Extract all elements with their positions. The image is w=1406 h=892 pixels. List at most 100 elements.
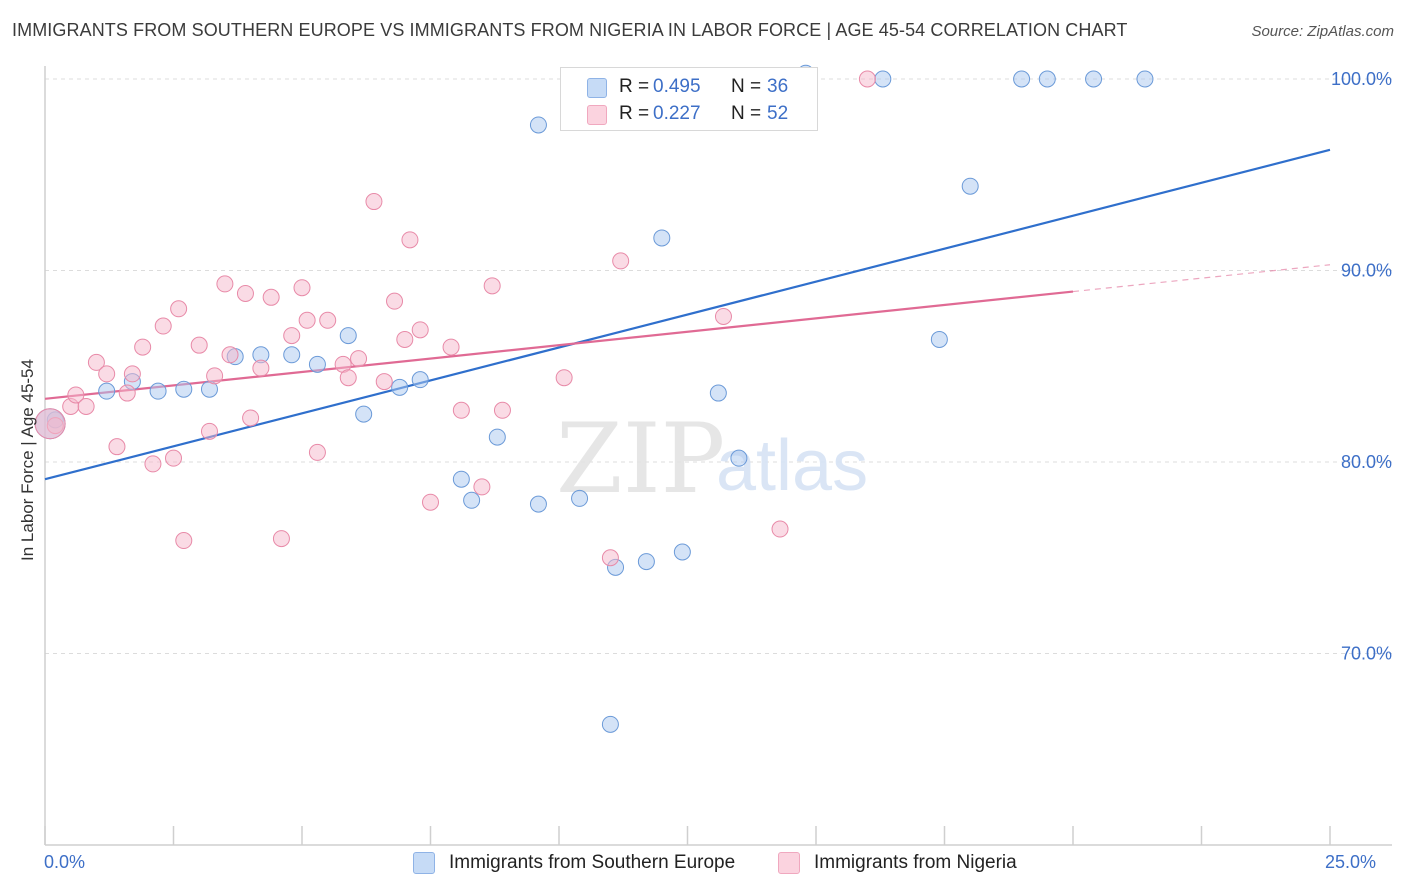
point-nigeria [858,70,876,88]
point-nigeria [298,311,316,329]
trend-line-southern-europe [44,148,1331,481]
y-tick-label: 80.0% [1341,452,1392,472]
grid-lines [45,78,1392,654]
point-southern-europe [488,428,506,446]
point-southern-europe [1085,70,1103,88]
x-tick-label-min: 0.0% [44,852,86,872]
watermark: ZIP atlas [556,403,868,515]
point-nigeria [98,365,116,383]
point-southern-europe [637,553,655,571]
point-nigeria [442,338,460,356]
point-nigeria [293,279,311,297]
y-tick-label: 90.0% [1341,261,1392,281]
point-nigeria [118,384,136,402]
y-tick-labels: 70.0% 80.0% 90.0% 100.0% [1331,69,1392,664]
point-nigeria [452,401,470,419]
data-points [34,64,1154,733]
point-nigeria [252,359,270,377]
y-axis-label: In Labor Force | Age 45-54 [18,359,37,561]
point-southern-europe [411,371,429,389]
legend-swatch-nigeria [778,852,800,874]
point-southern-europe [355,405,373,423]
point-southern-europe [874,70,892,88]
point-southern-europe [529,116,547,134]
legend-swatch-nigeria [587,105,607,125]
point-nigeria [67,386,85,404]
point-southern-europe [529,495,547,513]
point-southern-europe [149,382,167,400]
point-southern-europe [98,382,116,400]
point-nigeria [154,317,172,335]
r-label: R = [619,76,650,97]
point-nigeria [339,369,357,387]
point-nigeria [272,530,290,548]
point-southern-europe [571,489,589,507]
point-nigeria [386,292,404,310]
r-value: 0.495 [653,76,701,97]
n-value: 36 [767,76,789,97]
point-nigeria [216,275,234,293]
point-nigeria [601,549,619,567]
legend-item-southern-europe[interactable]: Immigrants from Southern Europe [413,852,735,874]
n-value: 52 [767,103,789,124]
point-southern-europe [709,384,727,402]
legend-swatch-southern-europe [587,78,607,98]
point-nigeria [87,353,105,371]
r-label: R = [619,103,650,124]
legend-label-nigeria: Immigrants from Nigeria [814,852,1017,873]
legend-item-nigeria[interactable]: Immigrants from Nigeria [778,852,1017,874]
point-nigeria [123,365,141,383]
y-tick-label: 70.0% [1341,644,1392,664]
point-nigeria [350,350,368,368]
point-nigeria [555,369,573,387]
point-southern-europe [452,470,470,488]
point-nigeria [221,346,239,364]
trend-extension-nigeria [1072,264,1331,293]
point-southern-europe [1013,70,1031,88]
point-southern-europe [175,380,193,398]
point-nigeria [308,443,326,461]
point-nigeria [375,373,393,391]
axes [44,66,1392,846]
r-value: 0.227 [653,103,701,124]
point-nigeria [242,409,260,427]
legend-swatch-southern-europe [413,852,435,874]
point-nigeria [170,300,188,318]
point-nigeria [411,321,429,339]
stats-legend: R = 0.495 N = 36 R = 0.227 N = 52 [560,67,818,131]
point-nigeria [144,455,162,473]
x-tick-label-max: 25.0% [1325,852,1377,872]
legend-label-southern-europe: Immigrants from Southern Europe [449,852,736,873]
n-label: N = [731,103,762,124]
point-southern-europe [1136,70,1154,88]
point-nigeria [206,367,224,385]
point-southern-europe [339,327,357,345]
point-nigeria [108,438,126,456]
point-nigeria [396,330,414,348]
point-nigeria [365,193,383,211]
point-southern-europe [308,355,326,373]
chart-title: IMMIGRANTS FROM SOUTHERN EUROPE VS IMMIG… [12,20,1128,40]
point-southern-europe [463,491,481,509]
point-southern-europe [391,378,409,396]
point-nigeria [200,422,218,440]
chart-source: Source: ZipAtlas.com [1251,23,1394,40]
point-nigeria [134,338,152,356]
series-legend: Immigrants from Southern Europe Immigran… [0,852,1406,876]
point-nigeria [483,277,501,295]
point-nigeria [77,397,95,415]
point-nigeria [493,401,511,419]
point-nigeria [34,408,66,440]
point-nigeria [473,478,491,496]
point-nigeria [236,284,254,302]
point-southern-europe [730,449,748,467]
point-nigeria [283,327,301,345]
point-nigeria [401,231,419,249]
point-southern-europe [601,715,619,733]
point-southern-europe [673,543,691,561]
point-nigeria [319,311,337,329]
point-nigeria [165,449,182,467]
point-nigeria [714,307,732,325]
point-southern-europe [961,177,979,195]
